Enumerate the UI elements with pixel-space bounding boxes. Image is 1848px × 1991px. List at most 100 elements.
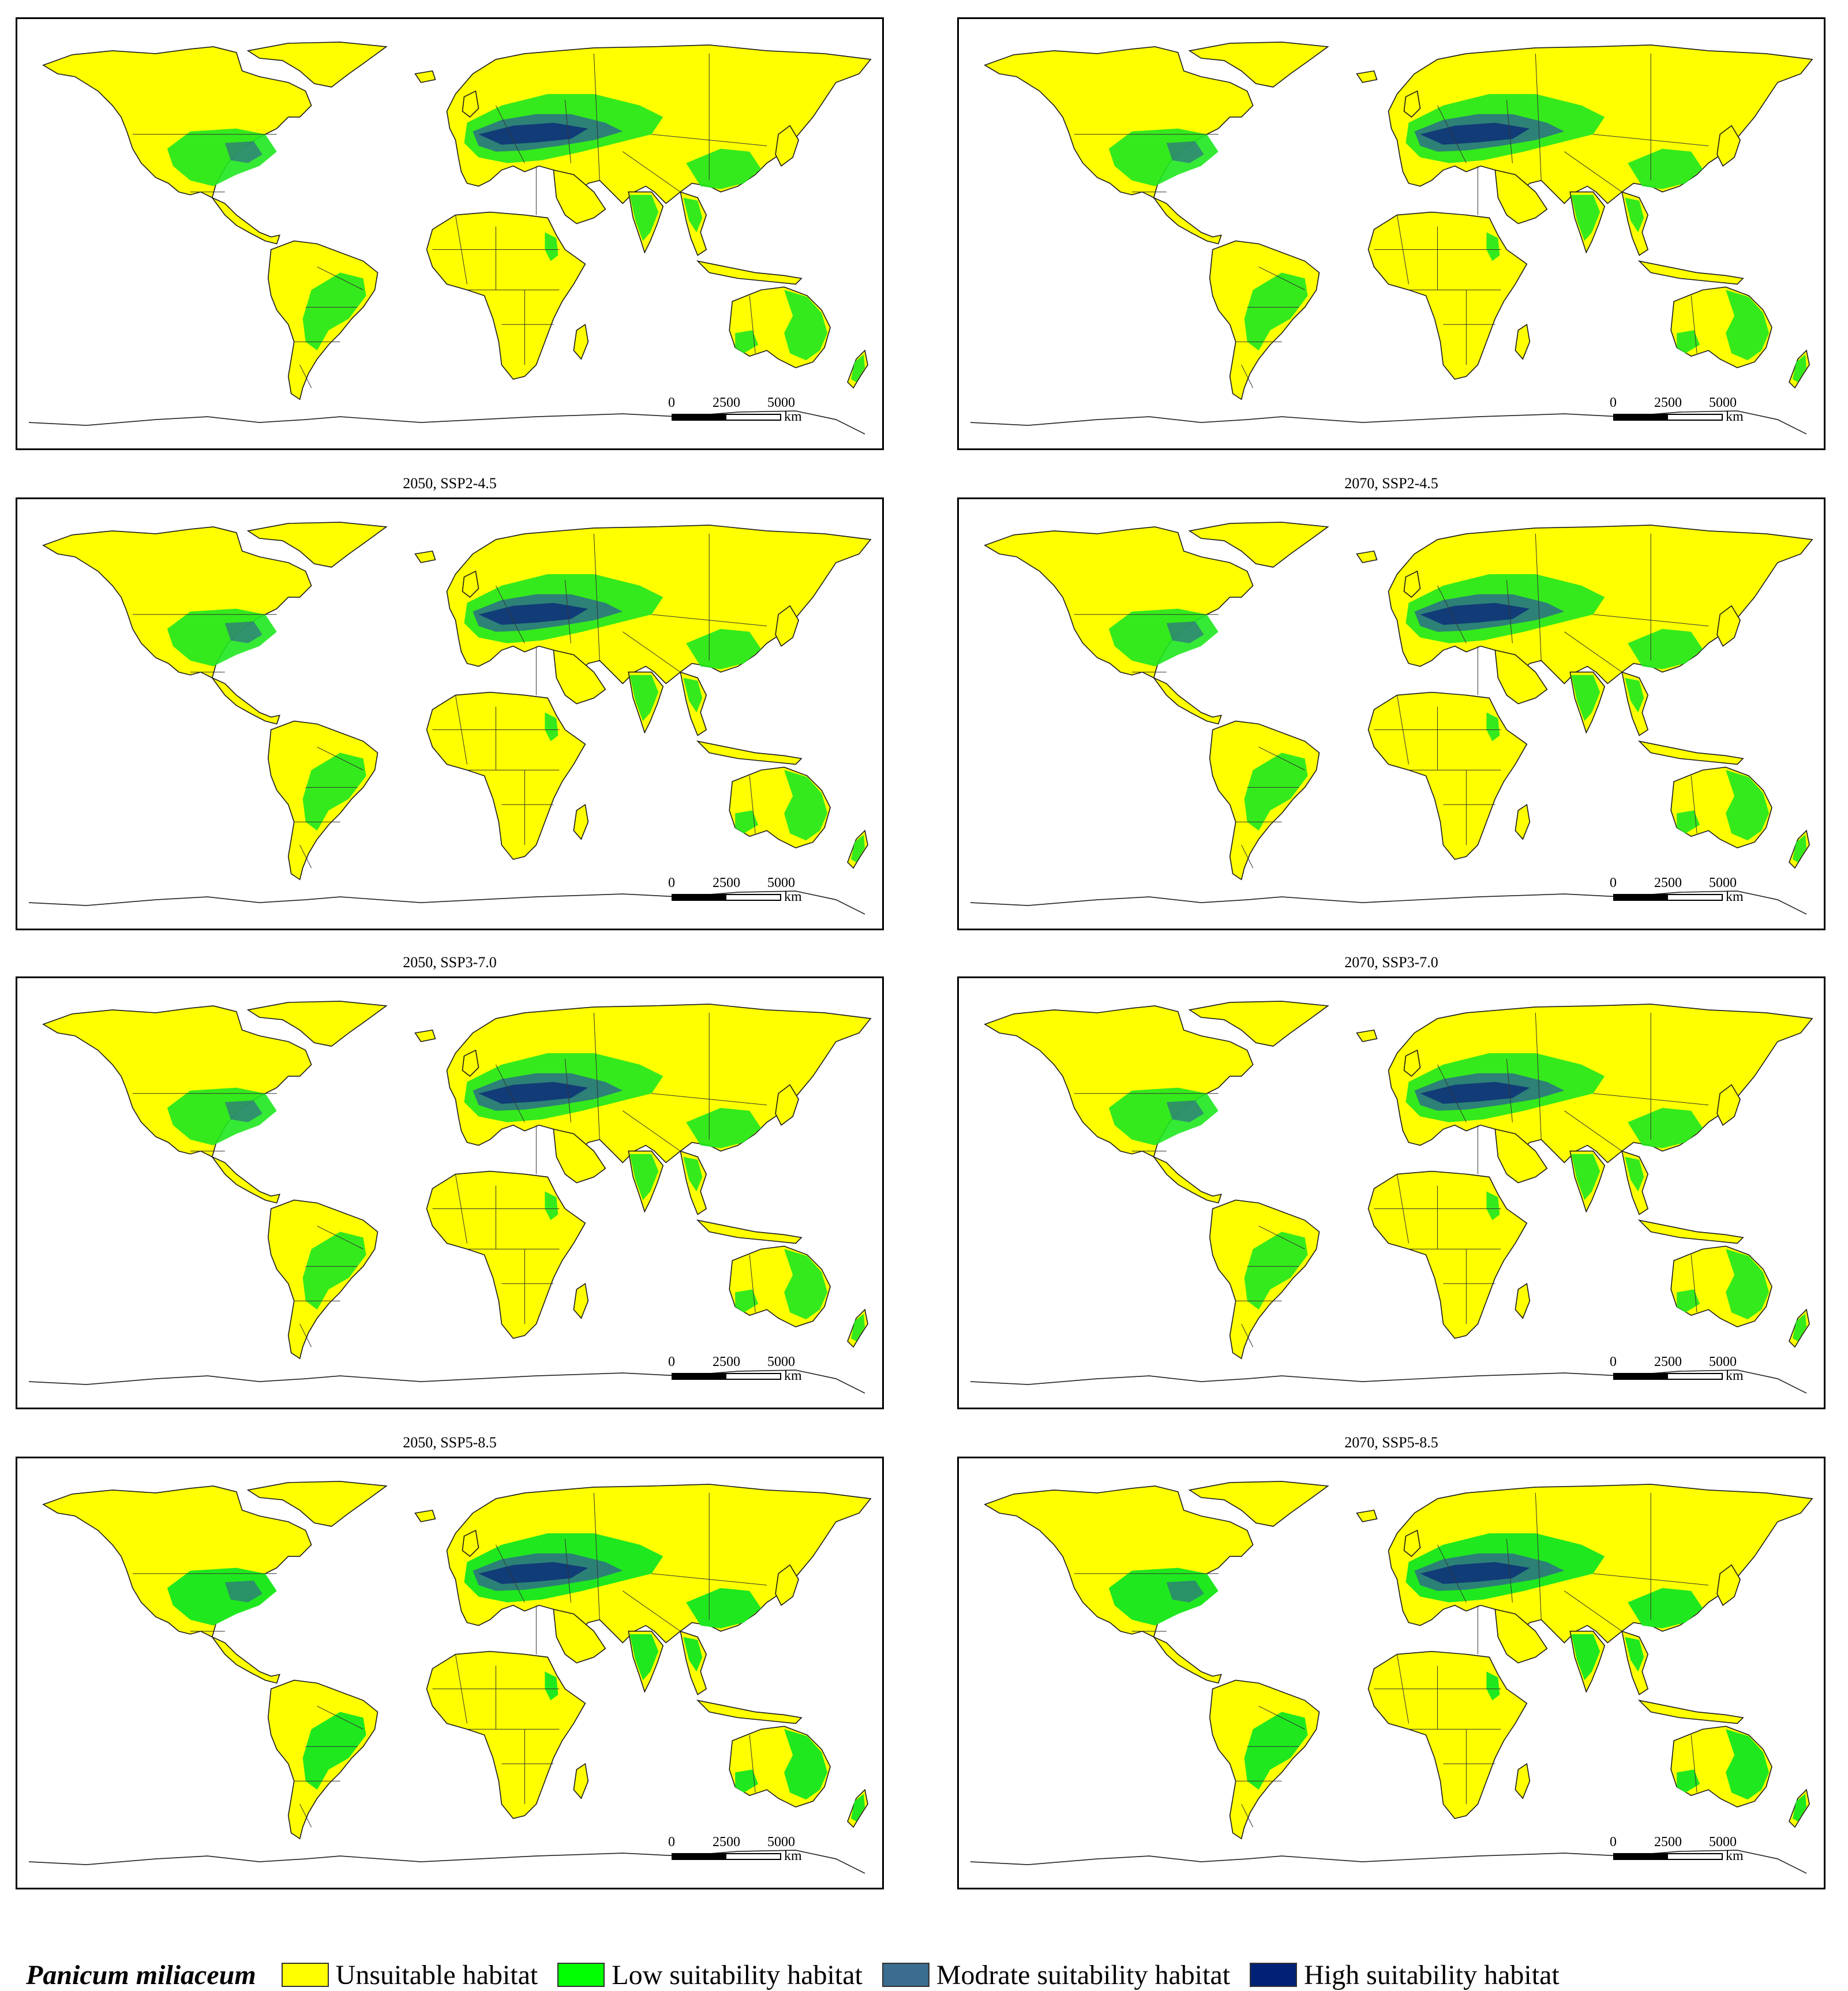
country-border — [299, 364, 312, 388]
landmass-arabia — [1494, 1128, 1548, 1184]
legend-label: Modrate suitability habitat — [936, 1959, 1231, 1990]
landmass-madagascar — [573, 1762, 589, 1799]
suitability-low-nzLow — [1793, 1794, 1807, 1822]
landmass-africa — [426, 211, 586, 380]
scale-bar-segment — [672, 1373, 726, 1380]
landmass-northAmerica — [42, 46, 312, 199]
antarctica-coastline — [28, 1369, 865, 1394]
suitability-low-saLow — [302, 753, 366, 831]
landmass-greenland — [246, 42, 388, 88]
suitability-low-afLow — [1486, 1671, 1500, 1701]
country-border — [749, 776, 756, 834]
landmass-indonesia — [696, 740, 803, 765]
scale-tick-label: 0 — [1610, 1835, 1617, 1850]
panel-title: 2070, SSP2-4.5 — [1344, 475, 1438, 492]
scale-tick-label: 0 — [1610, 395, 1617, 410]
landmass-iceland — [414, 1029, 436, 1042]
country-border — [317, 746, 363, 770]
suitability-low-ausLowW — [1677, 1769, 1700, 1793]
suitability-low-afLow — [1486, 712, 1500, 742]
landmass-madagascar — [573, 803, 589, 840]
legend-item-unsuitable: Unsuitable habitat — [281, 1959, 538, 1991]
suitability-high-europe — [1420, 602, 1530, 625]
scale-tick-label: 2500 — [1654, 1835, 1682, 1850]
country-border — [495, 1544, 525, 1603]
antarctica-coastline — [970, 1850, 1807, 1874]
scale-bar: 0 2500 5000 km — [1610, 1354, 1744, 1387]
country-border — [1241, 364, 1254, 388]
antarctica-coastline — [970, 1369, 1807, 1394]
suitability-moderate-north-america — [224, 1580, 263, 1603]
suitability-low-ausLow — [1726, 290, 1770, 361]
landmass-japan — [1716, 1564, 1741, 1606]
landmass-northAmerica — [984, 1485, 1254, 1638]
legend-label: High suitability habitat — [1304, 1959, 1560, 1990]
suitability-low-saLow — [302, 1712, 366, 1790]
suitability-low-asiaLow — [686, 628, 762, 669]
suitability-low-afLow — [545, 232, 558, 261]
landmass-indonesia — [1637, 1219, 1744, 1244]
suitability-low-afLow — [545, 1671, 558, 1701]
country-border — [299, 1323, 312, 1348]
suitability-high-europe — [1420, 1081, 1530, 1104]
landmass-centralAmerica — [211, 1155, 280, 1204]
suitability-low-saLow — [302, 272, 366, 351]
country-border — [1506, 1058, 1513, 1122]
country-border — [623, 1110, 681, 1152]
suitability-low-asiaLow — [686, 1588, 762, 1629]
suitability-low-seaLow — [1625, 197, 1644, 233]
scale-bar-segment — [725, 894, 781, 901]
landmass-eurasia — [1388, 1004, 1813, 1163]
country-border — [317, 1705, 363, 1730]
landmass-eurasia — [446, 1004, 872, 1163]
suitability-low-afLow — [545, 1191, 558, 1221]
scale-unit: km — [784, 409, 802, 424]
country-border — [749, 1735, 756, 1793]
country-border — [1564, 151, 1622, 193]
suitability-low-saLow — [1244, 1712, 1308, 1790]
country-border — [299, 1803, 312, 1828]
suitability-low-indiaLow — [1571, 1634, 1600, 1681]
country-border — [455, 215, 467, 285]
landmass-japan — [775, 1564, 799, 1606]
landmass-centralAmerica — [1152, 676, 1222, 725]
panel-title: 2050, SSP2-4.5 — [403, 475, 497, 492]
suitability-low-nzLow — [851, 834, 865, 863]
scale-bar-segment — [1613, 1853, 1668, 1860]
antarctica-coastline — [970, 410, 1807, 435]
landmass-uk — [1403, 1049, 1421, 1077]
suitability-low-saLow — [1244, 753, 1308, 831]
suitability-low-asiaLow — [686, 1107, 762, 1148]
landmass-iceland — [414, 1509, 436, 1522]
suitability-moderate-north-america — [224, 621, 263, 643]
scale-bar-segment — [1667, 1853, 1723, 1860]
suitability-high-europe — [1420, 122, 1530, 145]
country-border — [495, 105, 525, 163]
country-border — [1397, 1174, 1409, 1244]
world-map — [970, 1001, 1813, 1394]
scale-bar-segment — [672, 1853, 726, 1860]
scale-unit: km — [784, 1368, 802, 1383]
landmass-northAmerica — [984, 526, 1254, 679]
suitability-high-europe — [478, 1081, 588, 1104]
scale-tick-label: 2500 — [1654, 395, 1682, 410]
country-border — [1397, 695, 1409, 765]
suitability-low-indiaLow — [1571, 675, 1600, 721]
suitability-low-indiaLow — [629, 1154, 659, 1200]
suitability-low-indiaLow — [629, 675, 659, 721]
suitability-low-seaLow — [683, 197, 703, 233]
country-border — [1593, 1093, 1709, 1106]
suitability-low-asiaLow — [1628, 148, 1703, 189]
panel-title: 2070, SSP5-8.5 — [1344, 1434, 1438, 1451]
landmass-uk — [462, 1049, 479, 1077]
suitability-low-ausLowW — [735, 330, 759, 354]
suitability-moderate-north-america — [1166, 1580, 1204, 1603]
scale-bar: 0 2500 5000 km — [668, 1354, 802, 1387]
landmass-eurasia — [446, 44, 872, 204]
landmass-uk — [1403, 1529, 1421, 1557]
antarctica-coastline — [28, 890, 865, 915]
country-border — [1437, 105, 1467, 163]
landmass-africa — [1367, 691, 1528, 860]
suitability-low-ausLowW — [735, 810, 759, 834]
map-panel-2070-ssp585: 0 2500 5000 km — [957, 1457, 1825, 1889]
